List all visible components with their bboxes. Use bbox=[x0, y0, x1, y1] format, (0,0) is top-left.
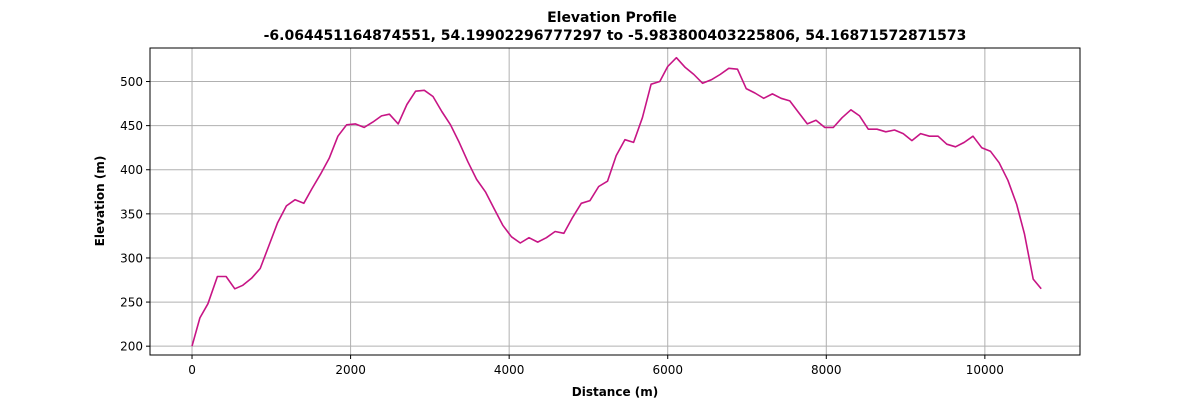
y-axis-label: Elevation (m) bbox=[93, 156, 107, 247]
x-tick-label: 10000 bbox=[966, 363, 1004, 377]
chart-title: Elevation Profile bbox=[547, 10, 677, 26]
y-tick-label: 350 bbox=[120, 207, 143, 221]
series-layer bbox=[191, 56, 1042, 347]
axis-ticks: 0 2000 4000 6000 8000 10000 200 250 300 350 400 450… bbox=[120, 75, 1004, 377]
y-tick-label: 300 bbox=[120, 251, 143, 265]
x-tick-label: 0 bbox=[188, 363, 196, 377]
y-tick-label: 250 bbox=[120, 296, 143, 310]
y-tick-label: 450 bbox=[120, 119, 143, 133]
x-tick-label: 2000 bbox=[335, 363, 366, 377]
elevation-line bbox=[191, 56, 1042, 347]
y-tick-label: 400 bbox=[120, 163, 143, 177]
x-axis-label: Distance (m) bbox=[572, 385, 659, 399]
x-tick-label: 8000 bbox=[811, 363, 842, 377]
grid bbox=[150, 48, 1080, 355]
chart-subtitle: -6.064451164874551, 54.19902296777297 to… bbox=[264, 28, 967, 44]
y-tick-label: 200 bbox=[120, 340, 143, 354]
x-tick-label: 6000 bbox=[652, 363, 683, 377]
x-tick-label: 4000 bbox=[494, 363, 525, 377]
y-tick-label: 500 bbox=[120, 75, 143, 89]
plot-frame bbox=[149, 47, 1081, 356]
